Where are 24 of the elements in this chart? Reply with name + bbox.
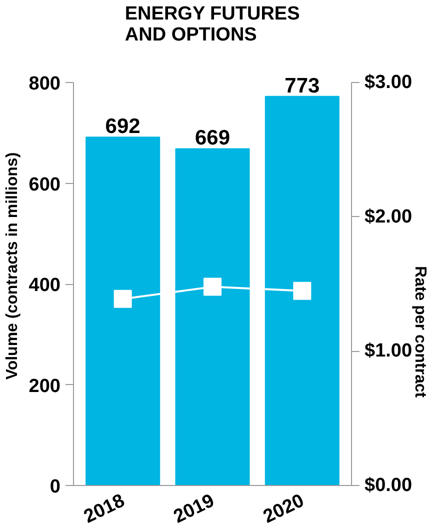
y2-axis-title: Rate per contract	[412, 266, 429, 398]
y2-tick-label: $3.00	[364, 72, 412, 94]
y2-tick-label: $1.00	[364, 340, 412, 362]
y2-tick-label: $0.00	[364, 475, 412, 496]
data-label: 669	[194, 126, 230, 150]
data-label: 773	[284, 74, 320, 98]
y2-tick-label: $2.00	[364, 206, 412, 228]
y-tick-label: 600	[28, 174, 60, 196]
point	[204, 278, 222, 296]
x-tick-label: 2019	[170, 490, 218, 528]
x-tick-label: 2020	[260, 490, 308, 528]
y-axis-title: Volume (contracts in millions)	[4, 152, 21, 380]
data-label: 692	[105, 115, 140, 138]
y-tick-label: 200	[28, 376, 60, 397]
y-tick-label: 800	[28, 74, 60, 95]
y-tick-label: 400	[28, 275, 60, 296]
chart-title: ENERGY FUTURES AND OPTIONS	[124, 4, 300, 46]
point	[114, 290, 132, 308]
bar	[86, 136, 160, 486]
bar	[175, 148, 250, 486]
x-tick-label: 2018	[80, 490, 128, 528]
point	[293, 282, 312, 300]
bar	[264, 96, 340, 486]
y-tick-label: 0	[50, 476, 61, 498]
